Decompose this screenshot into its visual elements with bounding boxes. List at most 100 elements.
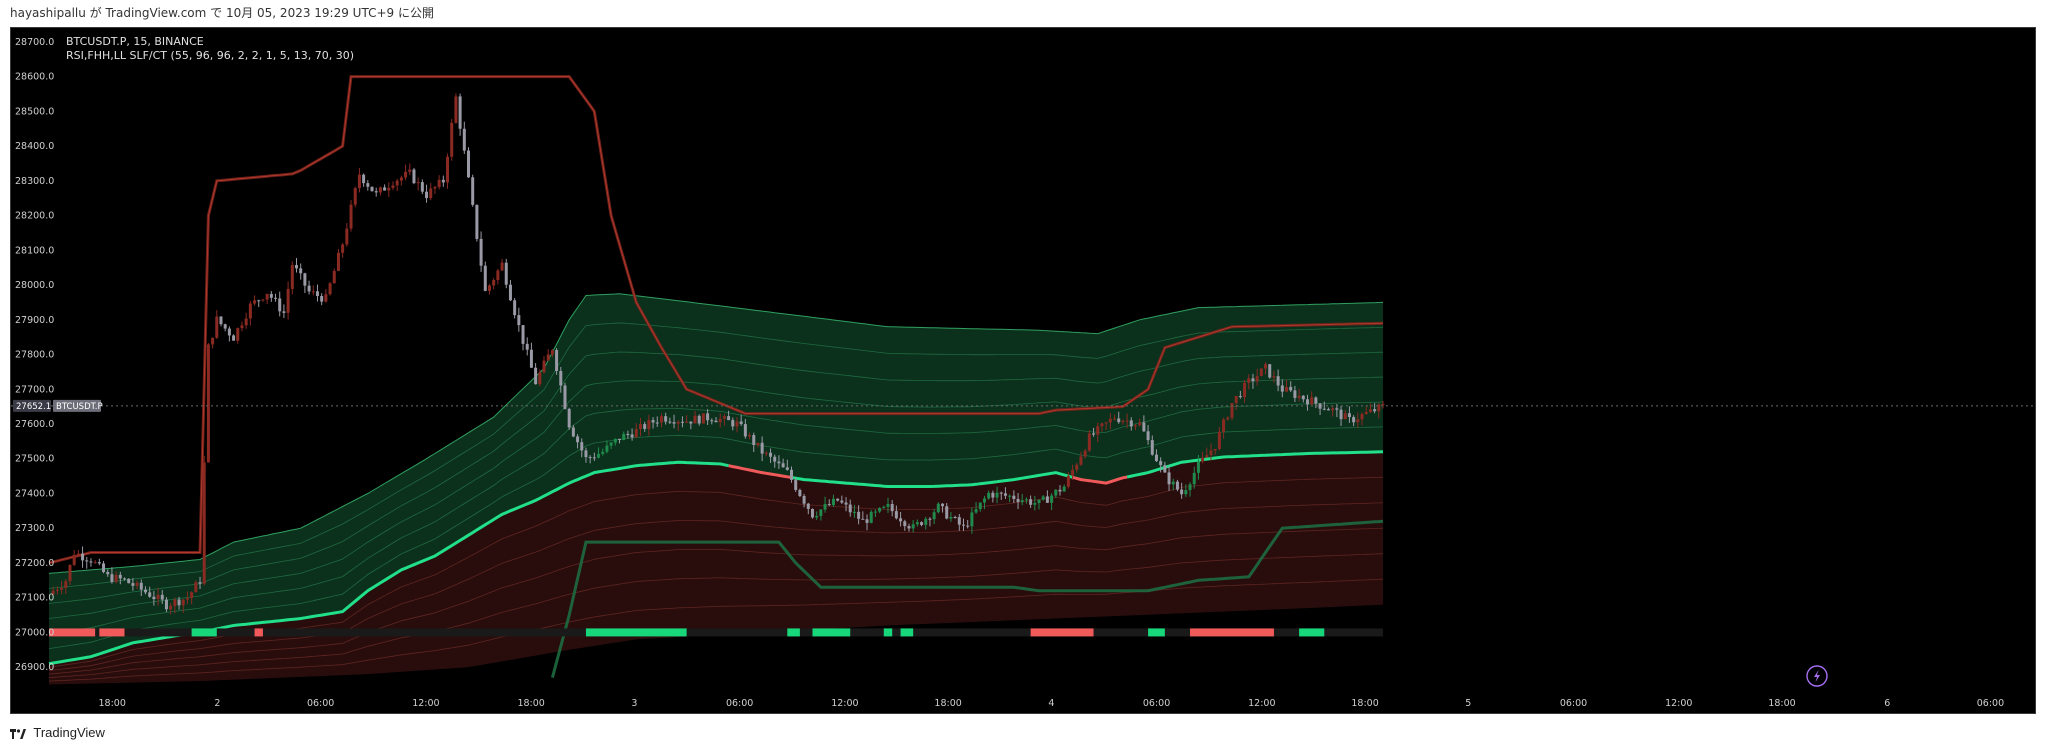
- candle-body: [966, 525, 970, 527]
- signal-bear-segment: [1030, 628, 1094, 637]
- candle-body: [1347, 413, 1351, 418]
- candle-body: [764, 452, 768, 454]
- candle-body: [1117, 418, 1121, 423]
- candle-body: [1280, 385, 1284, 392]
- bear-band-line: [48, 578, 1384, 682]
- tradingview-logo-icon: [10, 728, 26, 739]
- last-price-tag: 27652.1 BTCUSDT.P: [13, 399, 103, 412]
- baseline-segment: [728, 464, 792, 479]
- axis-layer: 28700.0 28600.0 28500.0 28400.0 28300.0 28200…: [15, 37, 2004, 709]
- candle-body: [181, 599, 185, 606]
- candle-body: [651, 420, 655, 423]
- bull-band-line: [48, 351, 1384, 604]
- candle-body: [622, 433, 626, 440]
- candle-body: [995, 492, 999, 498]
- candle-body: [580, 442, 584, 451]
- candle-body: [521, 325, 525, 344]
- candle-body: [798, 489, 802, 496]
- bear-band-fill: [49, 451, 1383, 685]
- candle-body: [1305, 399, 1309, 405]
- candle-body: [345, 228, 349, 245]
- candle-body: [131, 583, 135, 586]
- candle-body: [265, 293, 269, 300]
- candle-body: [148, 592, 152, 597]
- candle-body: [752, 435, 756, 445]
- candle-body: [1146, 431, 1150, 441]
- candle-body: [118, 574, 122, 579]
- bull-band-fill: [49, 293, 1383, 664]
- candle-body: [957, 517, 961, 525]
- candle-body: [588, 457, 592, 459]
- candle-body: [1226, 417, 1230, 420]
- x-tick-label: 06:00: [1977, 698, 2004, 709]
- footer: TradingView: [0, 718, 2048, 748]
- candle-body: [278, 298, 282, 312]
- candle-body: [504, 262, 508, 285]
- candle-body: [710, 420, 714, 422]
- candle-body: [433, 186, 437, 189]
- candle-body: [760, 442, 764, 454]
- candle-body: [1108, 418, 1112, 423]
- candle-body: [890, 504, 894, 512]
- candle-body: [446, 156, 450, 183]
- candle-body: [1381, 404, 1385, 406]
- candle-body: [1083, 450, 1087, 457]
- candle-body: [202, 462, 206, 584]
- band-layer: [48, 293, 1384, 685]
- candle-body: [1008, 495, 1012, 497]
- price-chart[interactable]: 28700.0 28600.0 28500.0 28400.0 28300.0 28200…: [11, 28, 2035, 713]
- bolt-icon[interactable]: [1806, 665, 1828, 687]
- candle-body: [139, 582, 143, 590]
- candle-body: [198, 582, 202, 584]
- candle-body: [462, 128, 466, 151]
- candle-body: [1285, 386, 1289, 392]
- candle-body: [425, 191, 429, 199]
- candle-body: [559, 370, 563, 386]
- candle-body: [290, 265, 294, 289]
- candle-body: [525, 343, 529, 350]
- bull-band-line: [48, 401, 1384, 634]
- candle-body: [584, 450, 588, 458]
- candle-body: [613, 438, 617, 443]
- candle-body: [135, 582, 139, 586]
- candle-body: [471, 177, 475, 205]
- candle-body: [173, 599, 177, 607]
- candle-body: [1184, 490, 1188, 495]
- candles-layer: [51, 93, 1385, 615]
- candle-body: [1050, 495, 1054, 503]
- y-tick-label: 27600.0: [15, 419, 54, 430]
- candle-body: [571, 427, 575, 437]
- candle-body: [693, 415, 697, 424]
- candle-body: [315, 291, 319, 297]
- candle-body: [332, 270, 336, 284]
- candle-body: [269, 293, 273, 298]
- signal-bull-segment: [1299, 628, 1325, 637]
- signal-bar: [49, 628, 1383, 637]
- x-tick-label: 06:00: [307, 698, 334, 709]
- candle-body: [1075, 464, 1079, 470]
- candle-body: [1272, 376, 1276, 378]
- candle-body: [915, 522, 919, 525]
- candle-body: [206, 344, 210, 463]
- candle-body: [194, 582, 198, 593]
- candle-body: [936, 503, 940, 513]
- candle-body: [64, 581, 68, 588]
- chart-frame[interactable]: 28700.0 28600.0 28500.0 28400.0 28300.0 28200…: [10, 27, 2036, 714]
- candle-body: [114, 574, 118, 582]
- candle-body: [215, 316, 219, 338]
- y-tick-label: 28300.0: [15, 176, 54, 187]
- candle-body: [680, 421, 684, 423]
- candle-body: [1062, 486, 1066, 492]
- signal-bear-segment: [1190, 628, 1274, 637]
- candle-body: [1205, 455, 1209, 458]
- candle-body: [383, 187, 387, 191]
- candle-body: [1373, 409, 1377, 412]
- candle-body: [106, 572, 110, 575]
- candle-body: [1058, 489, 1062, 492]
- candle-body: [420, 182, 424, 192]
- candle-body: [932, 512, 936, 520]
- candle-body: [1142, 422, 1146, 432]
- y-tick-label: 28000.0: [15, 280, 54, 291]
- candle-body: [1276, 376, 1280, 386]
- footer-brand[interactable]: TradingView: [33, 725, 105, 740]
